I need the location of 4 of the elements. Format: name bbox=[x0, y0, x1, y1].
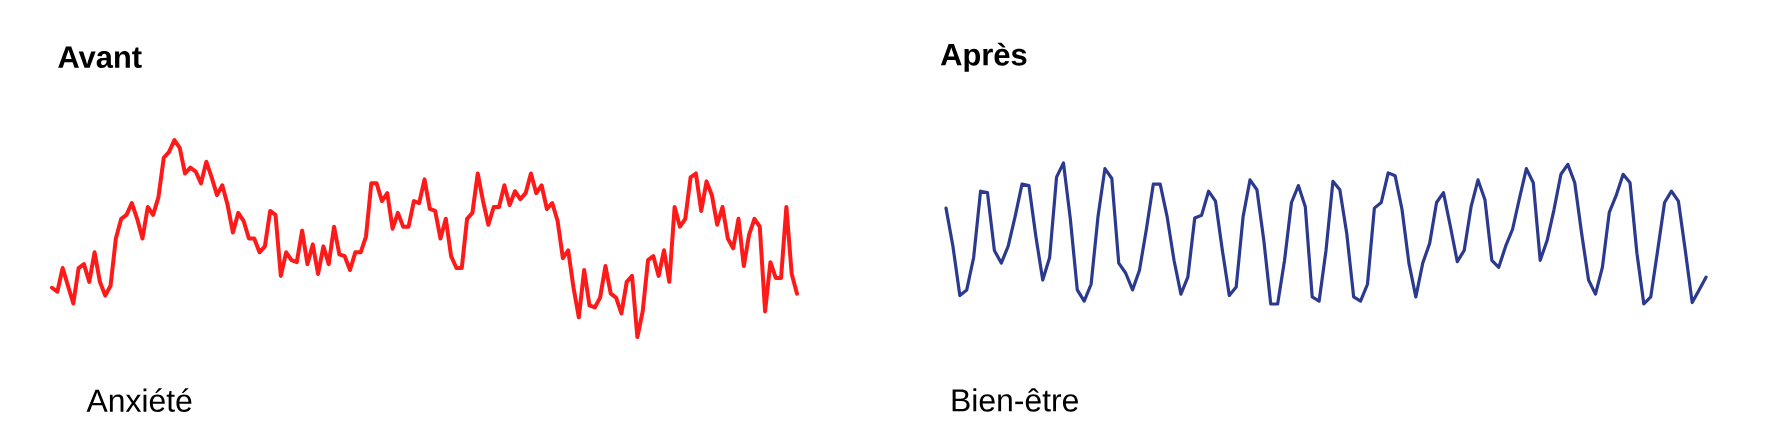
chart-title: Avant bbox=[58, 46, 142, 69]
chart-title: Après bbox=[940, 42, 1027, 72]
text: Anxiété bbox=[86, 388, 192, 412]
text: Bien-être bbox=[952, 388, 1078, 412]
